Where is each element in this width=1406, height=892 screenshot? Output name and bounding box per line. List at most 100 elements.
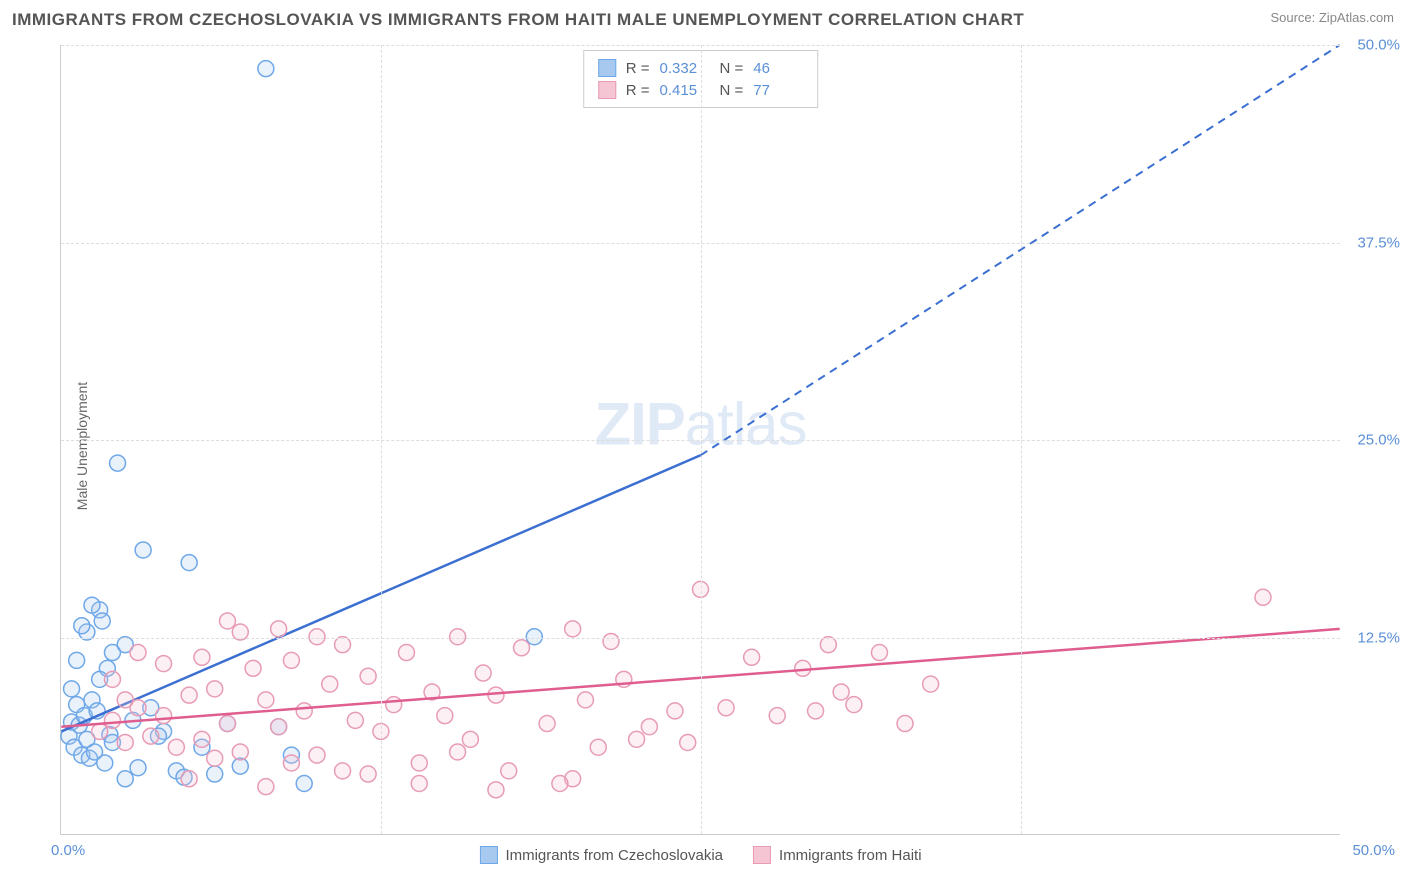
data-point-haiti	[117, 734, 133, 750]
data-point-haiti	[923, 676, 939, 692]
data-point-haiti	[207, 681, 223, 697]
data-point-haiti	[462, 731, 478, 747]
data-point-czech	[207, 766, 223, 782]
data-point-haiti	[603, 633, 619, 649]
legend-swatch-czech	[479, 846, 497, 864]
data-point-haiti	[181, 687, 197, 703]
data-point-czech	[84, 597, 100, 613]
data-point-haiti	[488, 782, 504, 798]
x-axis-min-label: 0.0%	[51, 842, 85, 859]
data-point-haiti	[411, 776, 427, 792]
data-point-czech	[296, 776, 312, 792]
data-point-haiti	[680, 734, 696, 750]
data-point-czech	[69, 652, 85, 668]
legend: Immigrants from Czechoslovakia Immigrant…	[479, 846, 921, 864]
y-tick-label: 12.5%	[1357, 629, 1400, 646]
data-point-haiti	[156, 708, 172, 724]
y-tick-label: 50.0%	[1357, 37, 1400, 54]
data-point-haiti	[220, 716, 236, 732]
data-point-haiti	[271, 621, 287, 637]
data-point-haiti	[744, 649, 760, 665]
data-point-czech	[110, 455, 126, 471]
data-point-haiti	[833, 684, 849, 700]
legend-item-czech: Immigrants from Czechoslovakia	[479, 846, 723, 864]
data-point-haiti	[488, 687, 504, 703]
data-point-haiti	[846, 697, 862, 713]
gridline-v	[701, 45, 702, 834]
data-point-haiti	[194, 731, 210, 747]
data-point-haiti	[207, 750, 223, 766]
data-point-haiti	[450, 744, 466, 760]
data-point-haiti	[143, 728, 159, 744]
x-axis-max-label: 50.0%	[1352, 842, 1395, 859]
legend-item-haiti: Immigrants from Haiti	[753, 846, 922, 864]
data-point-haiti	[296, 703, 312, 719]
data-point-haiti	[565, 621, 581, 637]
source-attribution: Source: ZipAtlas.com	[1270, 10, 1394, 25]
data-point-haiti	[501, 763, 517, 779]
data-point-haiti	[335, 637, 351, 653]
data-point-haiti	[309, 747, 325, 763]
legend-swatch-haiti	[753, 846, 771, 864]
data-point-haiti	[322, 676, 338, 692]
swatch-haiti	[598, 81, 616, 99]
data-point-czech	[181, 555, 197, 571]
data-point-czech	[117, 771, 133, 787]
data-point-haiti	[1255, 589, 1271, 605]
data-point-haiti	[347, 712, 363, 728]
data-point-haiti	[577, 692, 593, 708]
data-point-haiti	[718, 700, 734, 716]
data-point-haiti	[271, 719, 287, 735]
data-point-haiti	[92, 723, 108, 739]
data-point-haiti	[104, 671, 120, 687]
data-point-haiti	[820, 637, 836, 653]
data-point-czech	[258, 61, 274, 77]
data-point-haiti	[181, 771, 197, 787]
gridline-v	[1021, 45, 1022, 834]
data-point-haiti	[475, 665, 491, 681]
legend-label: Immigrants from Haiti	[779, 847, 922, 864]
data-point-haiti	[194, 649, 210, 665]
chart-plot-area: ZIPatlas R = 0.332 N = 46 R = 0.415 N = …	[60, 45, 1340, 835]
data-point-haiti	[335, 763, 351, 779]
data-point-haiti	[258, 692, 274, 708]
data-point-czech	[135, 542, 151, 558]
data-point-haiti	[871, 645, 887, 661]
data-point-czech	[97, 755, 113, 771]
data-point-haiti	[552, 776, 568, 792]
data-point-haiti	[283, 652, 299, 668]
data-point-haiti	[360, 766, 376, 782]
data-point-haiti	[667, 703, 683, 719]
data-point-haiti	[629, 731, 645, 747]
data-point-haiti	[641, 719, 657, 735]
data-point-haiti	[514, 640, 530, 656]
data-point-haiti	[232, 744, 248, 760]
data-point-haiti	[769, 708, 785, 724]
data-point-haiti	[283, 755, 299, 771]
data-point-haiti	[104, 712, 120, 728]
data-point-haiti	[386, 697, 402, 713]
data-point-haiti	[360, 668, 376, 684]
data-point-czech	[74, 618, 90, 634]
data-point-haiti	[258, 779, 274, 795]
data-point-haiti	[590, 739, 606, 755]
data-point-haiti	[130, 645, 146, 661]
data-point-czech	[64, 681, 80, 697]
data-point-haiti	[897, 716, 913, 732]
data-point-haiti	[539, 716, 555, 732]
data-point-czech	[94, 613, 110, 629]
data-point-haiti	[437, 708, 453, 724]
data-point-haiti	[168, 739, 184, 755]
gridline-v	[381, 45, 382, 834]
data-point-haiti	[808, 703, 824, 719]
data-point-haiti	[220, 613, 236, 629]
chart-title: IMMIGRANTS FROM CZECHOSLOVAKIA VS IMMIGR…	[12, 10, 1024, 30]
y-tick-label: 25.0%	[1357, 432, 1400, 449]
data-point-haiti	[245, 660, 261, 676]
swatch-czech	[598, 59, 616, 77]
legend-label: Immigrants from Czechoslovakia	[505, 847, 723, 864]
data-point-haiti	[411, 755, 427, 771]
data-point-haiti	[156, 656, 172, 672]
data-point-czech	[130, 760, 146, 776]
data-point-haiti	[398, 645, 414, 661]
